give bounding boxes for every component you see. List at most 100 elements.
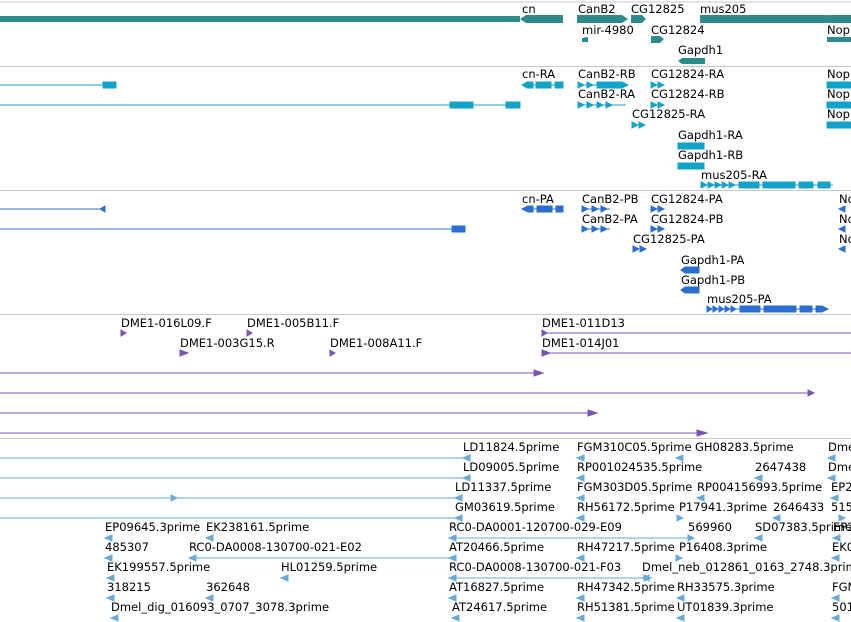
canb2-gene-feature[interactable] — [577, 15, 628, 23]
est-arrow[interactable] — [204, 594, 214, 602]
est-arrow[interactable] — [830, 594, 840, 602]
canb2-pb-exon[interactable] — [581, 205, 590, 213]
mus205-ra-exon[interactable] — [721, 181, 730, 189]
mus205-ra-exon[interactable] — [817, 181, 831, 189]
est-arrow[interactable] — [674, 454, 684, 462]
cg12824-pa-exon[interactable] — [657, 205, 666, 213]
mus205-ra-exon[interactable] — [707, 181, 716, 189]
cg12824-pb-exon[interactable] — [657, 225, 666, 233]
mus205-ra-exon[interactable] — [728, 181, 737, 189]
est-arrow[interactable] — [831, 534, 841, 542]
mus205-pa-exon[interactable] — [724, 305, 731, 313]
est-arrow[interactable] — [753, 474, 763, 482]
protein-exon[interactable] — [99, 205, 106, 213]
nop-transcript-exon[interactable] — [826, 101, 851, 109]
est-arrow[interactable] — [450, 614, 460, 622]
transcript-exon[interactable] — [449, 101, 474, 109]
canb2-ra-exon[interactable] — [586, 101, 595, 109]
mus205-ra-exon[interactable] — [714, 181, 723, 189]
cg12824-pb-exon[interactable] — [650, 225, 659, 233]
clone-feature[interactable] — [696, 429, 709, 437]
est-arrow[interactable] — [453, 494, 463, 502]
nop-gene-feature-2[interactable] — [827, 37, 851, 42]
est-arrow[interactable] — [687, 534, 696, 542]
canb2-rb-exon[interactable] — [586, 81, 595, 89]
clone-feature[interactable] — [541, 349, 552, 357]
est-arrow[interactable] — [675, 554, 684, 562]
mus205-ra-exon[interactable] — [700, 181, 709, 189]
est-arrow[interactable] — [675, 594, 685, 602]
est-arrow[interactable] — [447, 574, 457, 582]
cg12825-pa-exon[interactable] — [639, 245, 648, 253]
canb2-pa-exon[interactable] — [591, 225, 600, 233]
est-arrow[interactable] — [170, 494, 179, 502]
cn-gene-feature[interactable] — [520, 15, 563, 23]
clone-feature[interactable] — [807, 389, 816, 397]
cg12824-rb-exon[interactable] — [657, 101, 666, 109]
est-arrow[interactable] — [826, 454, 836, 462]
no-protein-exon[interactable] — [837, 225, 846, 233]
mus205-pa-exon[interactable] — [739, 305, 761, 313]
est-arrow[interactable] — [575, 594, 585, 602]
est-arrow[interactable] — [187, 554, 197, 562]
mus205-pa-exon[interactable] — [718, 305, 725, 313]
cn-pa-exon[interactable] — [555, 205, 564, 213]
est-arrow[interactable] — [447, 554, 457, 562]
cn-pa-exon[interactable] — [520, 205, 534, 213]
est-arrow[interactable] — [575, 494, 585, 502]
est-arrow[interactable] — [575, 474, 585, 482]
mus205-pa-exon[interactable] — [730, 305, 737, 313]
clone-feature[interactable] — [533, 369, 545, 377]
cg12824-ra-exon[interactable] — [657, 81, 666, 89]
canb2-pb-exon[interactable] — [591, 205, 600, 213]
canb2-ra-exon[interactable] — [596, 101, 605, 109]
est-arrow[interactable] — [753, 534, 763, 542]
nop-gene-feature[interactable] — [827, 15, 851, 23]
gapdh1-pb-exon[interactable] — [680, 286, 700, 294]
nop-transcript-exon[interactable] — [826, 81, 851, 89]
est-arrow[interactable] — [838, 514, 847, 522]
est-arrow[interactable] — [575, 614, 585, 622]
est-arrow[interactable] — [447, 534, 457, 542]
cg12824-rb-exon[interactable] — [650, 101, 659, 109]
gapdh1-gene-feature[interactable] — [678, 58, 705, 64]
cn-pa-exon[interactable] — [536, 205, 553, 213]
est-arrow[interactable] — [279, 574, 289, 582]
mus205-pa-exon[interactable] — [799, 305, 813, 313]
cg12825-ra-exon[interactable] — [631, 121, 640, 129]
mus205-pa-exon[interactable] — [712, 305, 719, 313]
est-arrow[interactable] — [675, 614, 685, 622]
mus205-pa-exon[interactable] — [763, 305, 797, 313]
transcript-exon[interactable] — [505, 101, 521, 109]
est-arrow[interactable] — [453, 514, 463, 522]
gapdh1-rb-exon[interactable] — [677, 162, 705, 170]
cn-ra-exon[interactable] — [554, 81, 564, 89]
est-arrow[interactable] — [575, 454, 585, 462]
est-arrow[interactable] — [109, 614, 119, 622]
est-arrow[interactable] — [575, 514, 585, 522]
est-arrow[interactable] — [830, 554, 840, 562]
mus205-ra-exon[interactable] — [798, 181, 814, 189]
canb2-rb-exon[interactable] — [577, 81, 586, 89]
gapdh1-ra-exon[interactable] — [677, 142, 705, 150]
canb2-ra-exon[interactable] — [577, 101, 586, 109]
mir4980-gene-feature[interactable] — [582, 37, 588, 42]
nop-transcript-exon[interactable] — [826, 121, 851, 129]
mus205-pa-exon[interactable] — [706, 305, 713, 313]
clone-feature[interactable] — [120, 329, 127, 337]
clone-feature[interactable] — [179, 349, 190, 357]
gapdh1-pa-exon[interactable] — [680, 266, 700, 274]
est-arrow[interactable] — [105, 594, 115, 602]
no-protein-exon[interactable] — [837, 205, 846, 213]
est-arrow[interactable] — [575, 554, 585, 562]
est-arrow[interactable] — [826, 474, 836, 482]
cg12825-ra-exon[interactable] — [638, 121, 647, 129]
mus205-gene-feature[interactable] — [700, 15, 833, 23]
est-arrow[interactable] — [103, 554, 113, 562]
gene-feature[interactable] — [0, 16, 520, 22]
est-arrow[interactable] — [771, 514, 781, 522]
est-arrow[interactable] — [830, 614, 840, 622]
est-arrow[interactable] — [447, 594, 457, 602]
cg12825-gene-feature[interactable] — [631, 15, 646, 23]
cn-ra-exon[interactable] — [535, 81, 552, 89]
